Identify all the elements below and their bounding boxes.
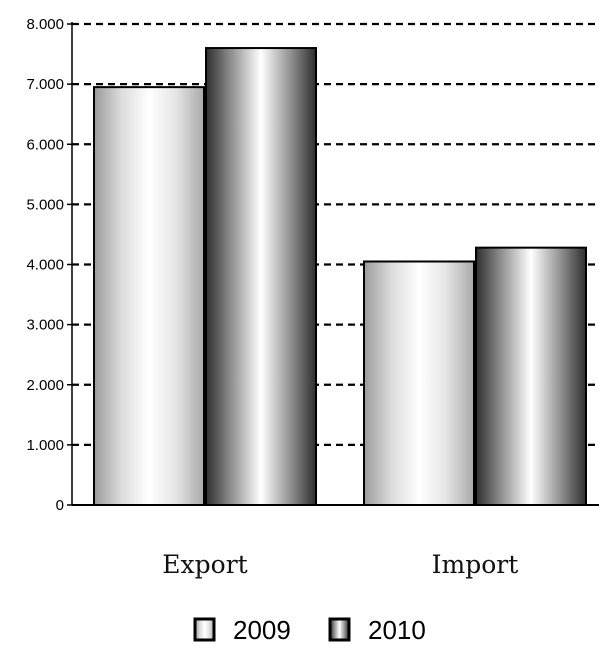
bar-import-2010 — [475, 246, 587, 506]
y-tick-label: 8.000 — [26, 16, 64, 33]
y-tick-label: 2.000 — [26, 377, 64, 394]
bar-export-2009 — [93, 86, 205, 506]
bar-import-2009 — [363, 260, 475, 506]
bar-export-2010 — [205, 47, 317, 507]
y-tick-label: 0 — [56, 497, 64, 514]
y-tick-label: 4.000 — [26, 257, 64, 274]
x-axis-labels: Export Import — [162, 550, 518, 579]
legend: 2009 2010 — [193, 615, 426, 645]
legend-swatch-2010 — [328, 617, 351, 642]
x-category-label: Import — [432, 550, 519, 579]
y-tick-label: 6.000 — [26, 136, 64, 153]
legend-label: 2009 — [233, 615, 291, 645]
y-tick-label: 3.000 — [26, 317, 64, 334]
legend-label: 2010 — [368, 615, 426, 645]
legend-swatch-2009 — [193, 617, 216, 642]
y-tick-label: 7.000 — [26, 76, 64, 93]
x-category-label: Export — [162, 550, 247, 579]
y-tick-label: 1.000 — [26, 437, 64, 454]
y-tick-label: 5.000 — [26, 196, 64, 213]
bars — [93, 47, 587, 507]
